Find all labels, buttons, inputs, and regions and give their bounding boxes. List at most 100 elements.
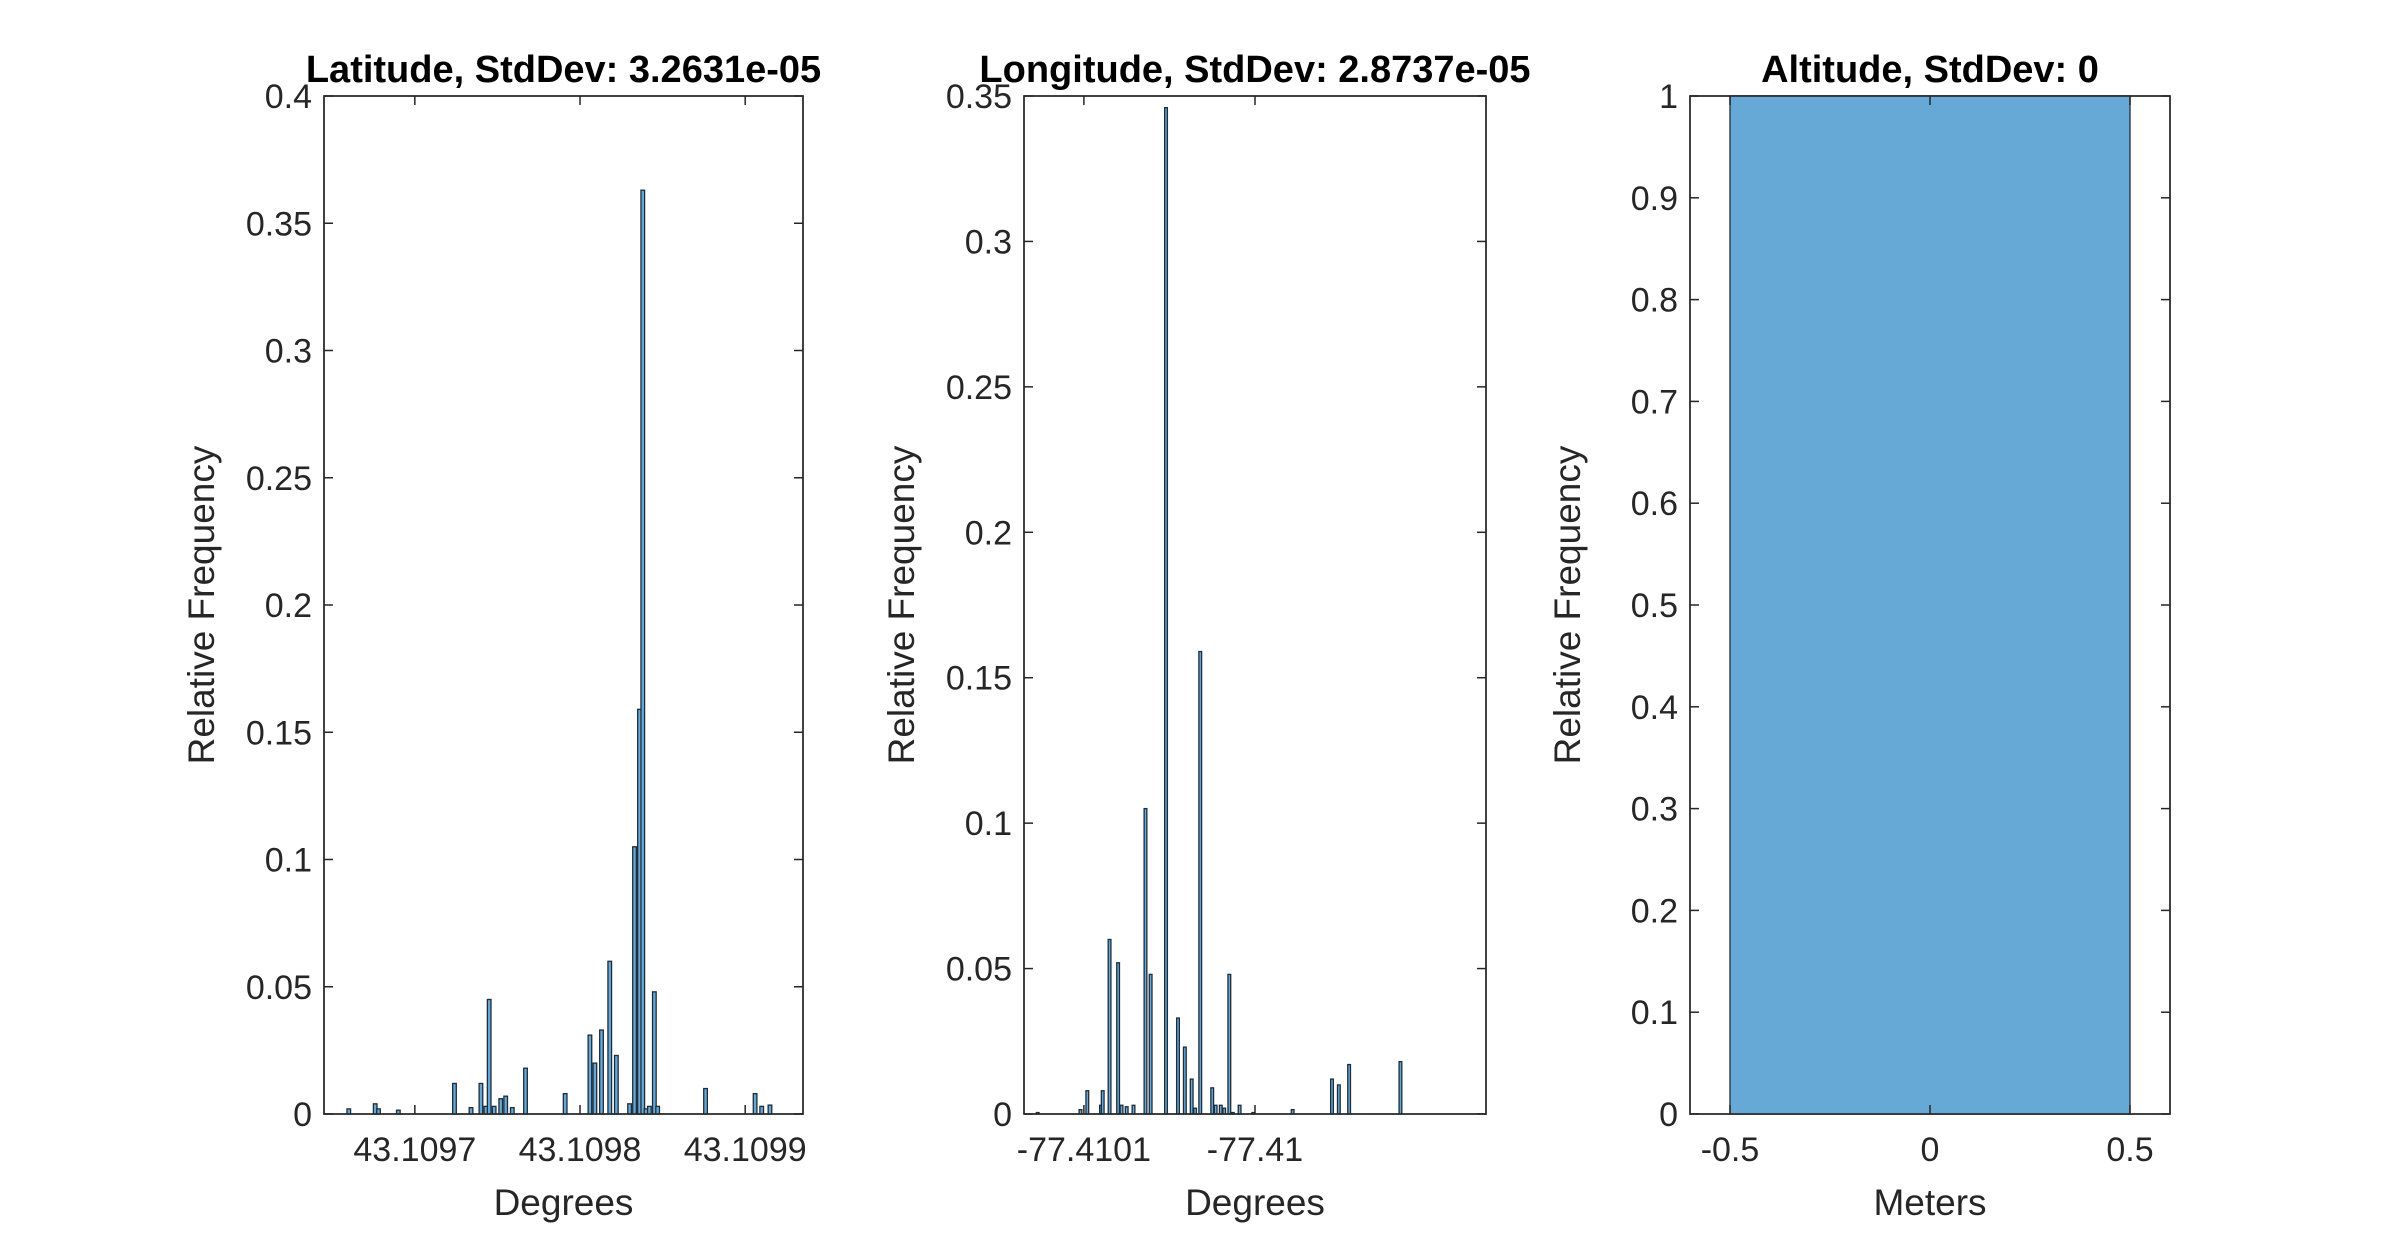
lat-y-axis-label: Relative Frequency <box>181 445 222 764</box>
lat-bar <box>640 189 646 1115</box>
lat-bar <box>767 1104 773 1115</box>
lon-bar <box>1237 1104 1242 1115</box>
lat-ytick-label: 0.05 <box>246 969 312 1007</box>
lon-bar <box>1193 1107 1198 1115</box>
lat-bar <box>587 1034 593 1115</box>
lon-bar <box>1210 1087 1215 1115</box>
lon-bar <box>1218 1104 1223 1115</box>
lon-ytick-label: 0.15 <box>946 660 1012 698</box>
lat-bar <box>491 1105 497 1115</box>
lat-bar <box>627 1103 633 1115</box>
alt-y-axis-label: Relative Frequency <box>1547 445 1588 764</box>
alt-ytick-label: 0 <box>1659 1096 1678 1134</box>
alt-ytick-label: 0.5 <box>1631 587 1678 625</box>
alt-ytick-label: 1 <box>1659 78 1678 116</box>
lon-bar <box>1100 1090 1105 1115</box>
lat-bar <box>752 1092 758 1115</box>
lon-bar <box>1164 106 1169 1115</box>
alt-chart-title: Altitude, StdDev: 0 <box>1761 49 2099 91</box>
lat-bar <box>468 1106 474 1115</box>
lon-bar <box>1131 1104 1136 1115</box>
lon-bar <box>1124 1106 1129 1115</box>
lon-ytick-label: 0.1 <box>965 805 1012 843</box>
lat-ytick-label: 0 <box>293 1096 312 1134</box>
lat-xtick-label: 43.1097 <box>353 1131 476 1169</box>
lat-x-axis-label: Degrees <box>494 1182 634 1223</box>
lon-xtick-label: -77.41 <box>1207 1131 1303 1169</box>
lon-ytick-label: 0.25 <box>946 369 1012 407</box>
lat-bar <box>632 846 637 1115</box>
lat-bar <box>478 1082 484 1115</box>
lon-bar <box>1198 650 1203 1115</box>
lon-y-axis-label: Relative Frequency <box>881 445 922 764</box>
lat-ytick-label: 0.2 <box>265 587 312 625</box>
lat-ytick-label: 0.15 <box>246 714 312 752</box>
lat-ytick-label: 0.3 <box>265 333 312 371</box>
lon-ytick-label: 0.05 <box>946 951 1012 989</box>
lat-ytick-label: 0.25 <box>246 460 312 498</box>
lat-histogram: 0 0.05 0.1 0.15 0.2 0.25 0.3 0.35 0.4 43.1097 43.1… <box>181 49 821 1223</box>
alt-xtick-label: 0.5 <box>2106 1131 2153 1169</box>
lon-ytick-label: 0.35 <box>946 78 1012 116</box>
lon-bar <box>1116 962 1121 1115</box>
alt-ytick-label: 0.7 <box>1631 383 1678 421</box>
lon-ytick-label: 0 <box>993 1096 1012 1134</box>
lat-ytick-label: 0.35 <box>246 205 312 243</box>
alt-ytick-label: 0.8 <box>1631 282 1678 320</box>
alt-ytick-label: 0.4 <box>1631 689 1678 727</box>
lat-bar <box>651 991 657 1115</box>
lon-histogram: 0 0.05 0.1 0.15 0.2 0.25 0.3 0.35 -77.4101 -77.41… <box>881 49 1531 1223</box>
alt-ytick-label: 0.1 <box>1631 994 1678 1032</box>
lat-bar <box>646 1105 652 1115</box>
lat-bar <box>523 1067 528 1115</box>
alt-x-axis-label: Meters <box>1873 1182 1986 1223</box>
lat-bar <box>599 1029 604 1115</box>
lat-bar <box>503 1095 509 1115</box>
lon-bar <box>1085 1090 1090 1115</box>
alt-xtick-label: 0 <box>1921 1131 1940 1169</box>
lat-bar <box>607 960 613 1115</box>
lat-bar <box>592 1062 598 1115</box>
lon-bar <box>1213 1104 1218 1115</box>
lon-bar <box>1175 1017 1181 1115</box>
lon-x-axis-label: Degrees <box>1185 1182 1325 1223</box>
lat-bar <box>509 1106 515 1115</box>
lon-bar <box>1189 1078 1194 1115</box>
lon-bar <box>1336 1084 1341 1115</box>
lat-bar <box>452 1082 457 1115</box>
lon-bar <box>1227 973 1232 1115</box>
lon-bar <box>1329 1078 1335 1115</box>
alt-ytick-label: 0.2 <box>1631 892 1678 930</box>
lon-chart-title: Longitude, StdDev: 2.8737e-05 <box>979 49 1530 91</box>
alt-ytick-label: 0.6 <box>1631 485 1678 523</box>
lat-xtick-label: 43.1098 <box>519 1131 642 1169</box>
lat-bar <box>703 1087 709 1115</box>
alt-histogram: 0 0.1 0.2 0.3 0.4 0.5 0.6 0.7 0.8 0.9 1 -0.5 0 0.5 Alt… <box>1547 49 2171 1223</box>
lon-axes-box <box>1023 95 1487 1115</box>
lat-bar <box>613 1054 619 1115</box>
lat-ytick-label: 0.4 <box>265 78 312 116</box>
lat-xtick-label: 43.1099 <box>684 1131 807 1169</box>
lon-ytick-label: 0.3 <box>965 223 1012 261</box>
lat-bar <box>759 1105 765 1115</box>
lat-bar <box>562 1092 568 1115</box>
lat-ytick-label: 0.1 <box>265 842 312 880</box>
lon-bar <box>1148 973 1153 1115</box>
lon-xtick-label: -77.4101 <box>1017 1131 1151 1169</box>
alt-xtick-label: -0.5 <box>1701 1131 1760 1169</box>
lon-bar <box>1347 1063 1352 1115</box>
lat-bar <box>498 1098 504 1115</box>
lat-bar <box>376 1108 381 1115</box>
lon-bar <box>1107 938 1112 1115</box>
lat-bar <box>486 998 492 1115</box>
lon-bar <box>1143 807 1148 1115</box>
lat-chart-title: Latitude, StdDev: 3.2631e-05 <box>306 49 821 91</box>
lon-bar <box>1182 1046 1187 1115</box>
alt-ytick-label: 0.3 <box>1631 791 1678 829</box>
lon-ytick-label: 0.2 <box>965 514 1012 552</box>
lon-bar <box>1119 1104 1124 1115</box>
alt-bar <box>1729 95 2131 1115</box>
lat-bar <box>655 1105 661 1115</box>
lon-bar <box>1398 1060 1403 1115</box>
